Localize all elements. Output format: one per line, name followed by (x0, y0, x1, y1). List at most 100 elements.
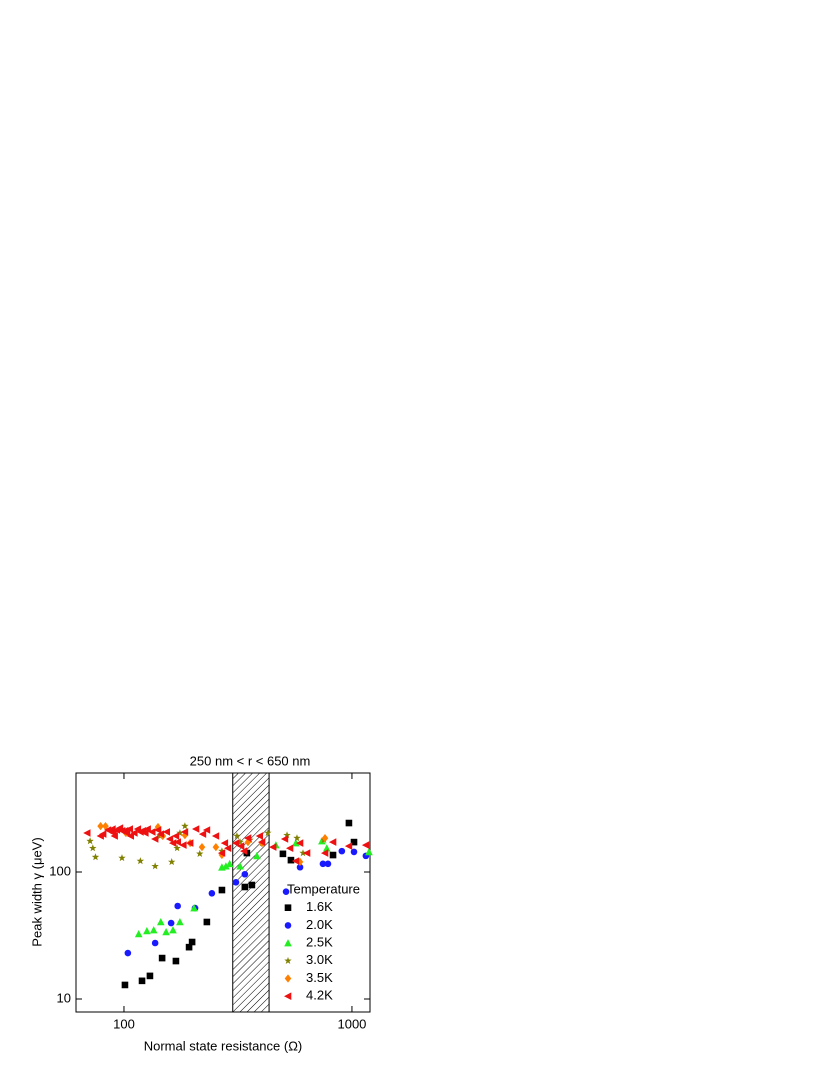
legend-marker (284, 956, 292, 964)
point (143, 927, 151, 935)
point (165, 835, 174, 843)
point (212, 843, 220, 852)
point (293, 834, 301, 842)
point (198, 830, 207, 838)
point (291, 857, 300, 865)
point (319, 860, 327, 868)
point (345, 819, 353, 827)
legend-label: 2.0K (306, 917, 333, 932)
point (329, 851, 337, 859)
point (146, 972, 154, 980)
point (89, 844, 97, 852)
point (192, 825, 200, 833)
point (158, 954, 166, 962)
point (190, 904, 198, 912)
point (99, 830, 107, 838)
point (188, 938, 196, 946)
point (136, 857, 145, 865)
point (299, 849, 307, 857)
point (134, 930, 143, 938)
point (168, 858, 176, 866)
point (118, 854, 126, 862)
point (321, 849, 329, 857)
point (162, 828, 170, 836)
point (179, 841, 187, 849)
legend-title: Temperature (287, 881, 360, 896)
point (91, 853, 100, 861)
point (130, 829, 138, 837)
point (218, 847, 226, 855)
point (224, 844, 232, 852)
point (97, 822, 104, 831)
point (232, 878, 240, 886)
x-axis-title: Normal state resistance (Ω) (144, 1038, 303, 1053)
y-tick-label: 10 (57, 990, 71, 1005)
point (171, 832, 180, 840)
point (211, 832, 220, 840)
chart-title: 250 nm < r < 650 nm (190, 753, 311, 768)
point (279, 850, 287, 858)
point (233, 832, 241, 840)
x-tick-label: 100 (113, 1016, 135, 1031)
point (143, 825, 151, 833)
legend-marker (284, 992, 292, 1000)
point (280, 835, 289, 843)
point (338, 847, 346, 855)
point (124, 949, 132, 957)
point (126, 832, 134, 840)
legend-marker (284, 939, 292, 947)
point (141, 829, 149, 837)
point (350, 838, 358, 846)
point (350, 848, 358, 856)
point (149, 926, 158, 934)
point (296, 863, 304, 871)
point (186, 839, 194, 847)
legend-marker (284, 904, 292, 911)
y-tick-label: 100 (49, 863, 71, 878)
point (241, 870, 249, 878)
point (361, 841, 370, 849)
point (110, 832, 118, 840)
point (203, 918, 211, 926)
plot-frame (75, 772, 371, 1013)
point (232, 839, 240, 847)
x-tick-label: 1000 (337, 1016, 366, 1031)
point (220, 839, 229, 847)
point (176, 829, 184, 837)
point (287, 856, 295, 864)
point (151, 835, 159, 843)
point (329, 838, 337, 846)
point (217, 849, 226, 857)
point (154, 826, 162, 834)
point (169, 926, 177, 934)
point (196, 849, 204, 857)
point (157, 918, 165, 926)
point (264, 829, 272, 837)
point (258, 838, 266, 846)
legend-label: 1.6K (306, 899, 333, 914)
point (173, 838, 181, 846)
legend-label: 3.5K (306, 970, 333, 985)
point (121, 981, 129, 989)
point (248, 881, 256, 889)
point (283, 831, 291, 839)
point (102, 822, 109, 831)
point (303, 849, 311, 857)
point (321, 834, 329, 843)
point (202, 826, 211, 834)
point (240, 847, 248, 855)
point (86, 837, 94, 845)
point (253, 851, 261, 860)
point (218, 886, 226, 894)
point (125, 825, 133, 833)
point (236, 862, 244, 870)
point (122, 829, 131, 837)
shaded-region (232, 772, 270, 1013)
point (151, 862, 159, 870)
point (156, 830, 165, 838)
point (185, 943, 193, 951)
point (318, 837, 326, 845)
point (181, 831, 189, 840)
point (148, 828, 156, 836)
